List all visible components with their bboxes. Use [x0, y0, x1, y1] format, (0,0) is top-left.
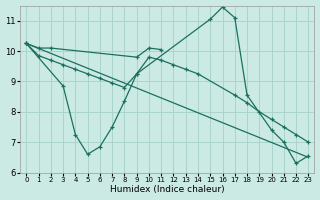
X-axis label: Humidex (Indice chaleur): Humidex (Indice chaleur)	[110, 185, 225, 194]
